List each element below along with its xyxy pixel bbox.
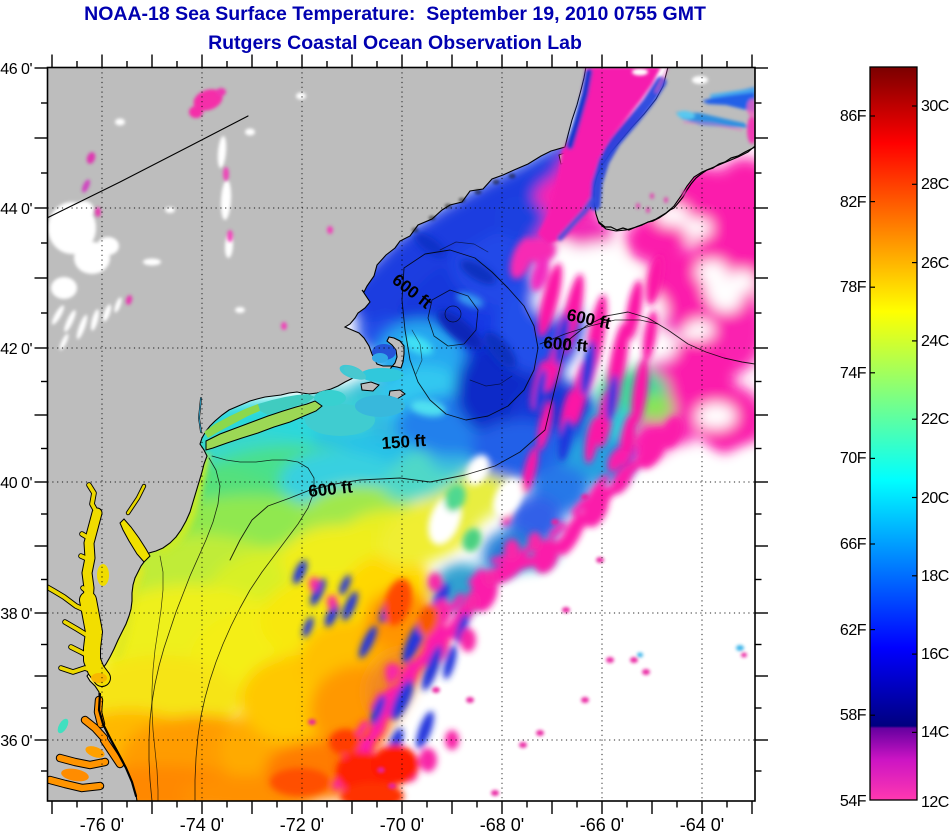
svg-text:600 ft: 600 ft [543,333,589,356]
svg-text:150 ft: 150 ft [381,431,427,453]
svg-text:600 ft: 600 ft [307,477,353,501]
